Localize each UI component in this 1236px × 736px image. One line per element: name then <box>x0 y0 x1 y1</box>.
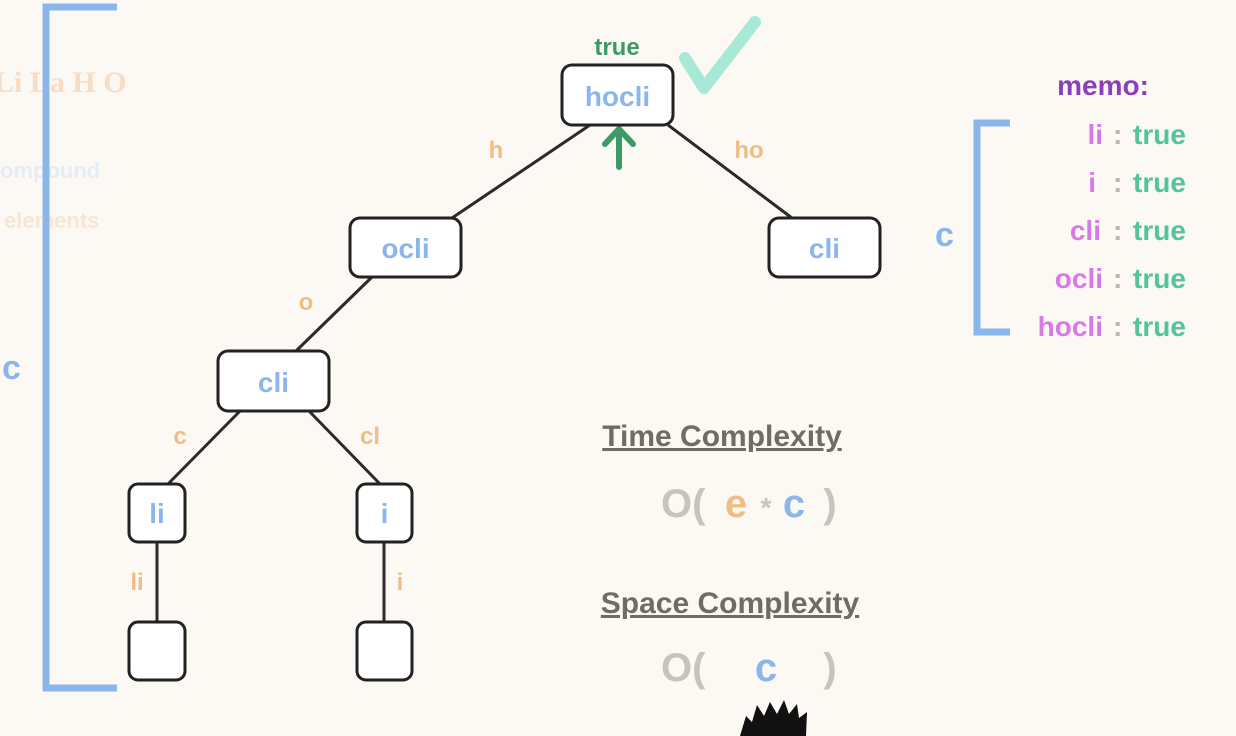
node-cli-right-label: cli <box>809 233 840 264</box>
memo-entry: i : true <box>1088 167 1186 198</box>
node-leaf-i <box>355 620 414 682</box>
edge-label-li: li <box>130 569 143 596</box>
memo-value: true <box>1133 263 1186 294</box>
node-leaf-li <box>127 620 187 682</box>
memo-value: true <box>1133 311 1186 342</box>
node-ocli: ocli <box>348 216 463 279</box>
memo-key: hocli <box>1038 311 1103 342</box>
time-complexity-close: ) <box>823 482 836 526</box>
node-cli: cli <box>216 349 331 413</box>
memo-entry: li : true <box>1087 119 1185 150</box>
faded-line-2: elements <box>4 208 99 233</box>
edge-label-o: o <box>299 289 314 316</box>
edge-root-ocli <box>451 123 591 220</box>
edge-label-c: c <box>173 423 186 450</box>
node-ocli-label: ocli <box>381 233 429 264</box>
edge-label-cl: cl <box>360 423 380 450</box>
memo-entry: hocli : true <box>1038 311 1186 342</box>
edge-label-ho: ho <box>734 137 763 164</box>
node-i-label: i <box>381 498 389 529</box>
edge-label-i: i <box>397 569 404 596</box>
memo-entry: cli : true <box>1070 215 1186 246</box>
edge-cli-li <box>166 409 242 486</box>
memo-separator: : <box>1113 167 1122 198</box>
memo-bracket-label: c <box>935 216 954 254</box>
time-complexity-c: c <box>783 482 805 526</box>
time-complexity-title: Time Complexity <box>602 420 842 453</box>
faded-title: Li La H O <box>0 66 127 99</box>
memo-key: ocli <box>1055 263 1103 294</box>
memo-key: li <box>1087 119 1103 150</box>
memo-value: true <box>1133 167 1186 198</box>
space-complexity-title: Space Complexity <box>601 587 860 620</box>
avatar-hair-icon <box>740 700 807 736</box>
memo-title: memo: <box>1057 70 1149 101</box>
node-cli-label: cli <box>258 367 289 398</box>
space-complexity-open: O( <box>661 646 706 690</box>
edge-root-cli-right <box>667 123 793 220</box>
node-i: i <box>355 482 414 544</box>
tree-edges <box>155 123 793 622</box>
left-depth-bracket <box>42 3 117 692</box>
checkmark-icon <box>679 16 761 94</box>
left-bracket-label: c <box>2 349 21 387</box>
memo-value: true <box>1133 215 1186 246</box>
time-complexity-e: e <box>725 482 747 526</box>
memo-key: i <box>1088 167 1096 198</box>
memo-separator: : <box>1113 311 1122 342</box>
root-result-label: true <box>594 34 639 61</box>
memo-key: cli <box>1070 215 1101 246</box>
memo-separator: : <box>1113 263 1122 294</box>
node-hocli: hocli <box>560 63 675 127</box>
faded-line-1: ompound <box>0 158 100 183</box>
memo-value: true <box>1133 119 1186 150</box>
node-li: li <box>127 482 187 544</box>
memo-separator: : <box>1113 119 1122 150</box>
time-complexity-open: O( <box>661 482 706 526</box>
up-arrow-icon <box>602 126 636 170</box>
node-cli-right: cli <box>767 216 882 279</box>
node-li-label: li <box>149 498 165 529</box>
node-hocli-label: hocli <box>585 81 650 112</box>
space-complexity-c: c <box>755 646 777 690</box>
memo-entry: ocli : true <box>1055 263 1186 294</box>
memo-bracket <box>973 119 1010 336</box>
time-complexity-star: * <box>761 492 772 523</box>
space-complexity-close: ) <box>823 646 836 690</box>
edge-label-h: h <box>489 137 504 164</box>
edge-ocli-cli <box>294 275 374 353</box>
memo-separator: : <box>1113 215 1122 246</box>
edge-cli-i <box>307 409 382 486</box>
